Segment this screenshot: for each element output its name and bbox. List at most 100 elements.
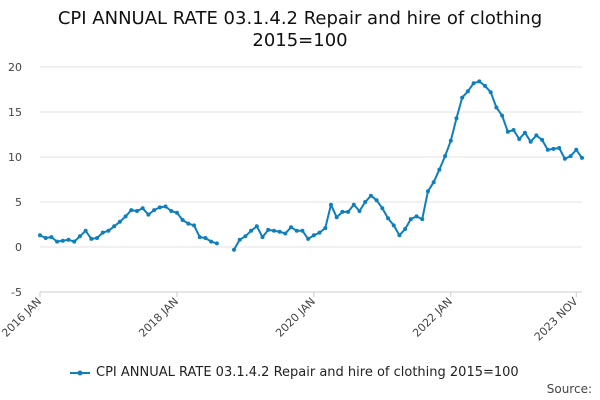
data-point (243, 234, 248, 239)
data-point (266, 227, 271, 232)
data-point (346, 209, 351, 214)
x-tick-label: 2023 NOV (532, 295, 581, 344)
data-point (306, 236, 311, 241)
data-point (271, 228, 276, 233)
data-point (197, 235, 202, 240)
data-point (174, 210, 179, 215)
data-point (254, 224, 259, 229)
data-point (443, 154, 448, 159)
data-point (562, 156, 567, 161)
data-point (294, 228, 299, 233)
y-tick-label: -5 (11, 286, 22, 299)
x-tick-label: 2022 JAN (410, 295, 455, 340)
data-point (431, 180, 436, 185)
data-point (95, 236, 100, 240)
data-point (511, 128, 516, 132)
data-point (420, 217, 425, 222)
data-point (146, 212, 151, 217)
data-point (112, 224, 117, 229)
data-point (368, 193, 373, 198)
data-point (483, 83, 488, 88)
data-point (180, 218, 185, 222)
data-point (55, 239, 60, 244)
data-point (397, 233, 402, 238)
data-point (260, 235, 265, 240)
data-point (380, 206, 385, 211)
data-point (328, 202, 333, 207)
data-point (403, 227, 408, 231)
data-point (106, 228, 111, 233)
chart-title-line2: 2015=100 (252, 30, 348, 51)
data-point (123, 214, 128, 219)
data-point (140, 206, 145, 211)
data-point (89, 236, 94, 241)
data-point (100, 230, 105, 235)
data-point (351, 202, 356, 207)
data-point (545, 147, 550, 152)
data-point (425, 189, 430, 194)
data-point (117, 219, 122, 224)
data-point (500, 113, 505, 118)
y-tick-label: 5 (15, 196, 22, 209)
data-point (437, 167, 442, 172)
data-point (129, 208, 134, 213)
data-point (386, 216, 391, 221)
data-point (522, 130, 527, 135)
data-point (557, 146, 562, 150)
data-point (340, 209, 345, 214)
data-point (152, 208, 157, 213)
data-point (374, 198, 379, 203)
data-point (311, 233, 316, 238)
data-point (283, 231, 288, 236)
data-point (186, 221, 191, 226)
data-point (289, 225, 294, 230)
data-point (72, 239, 77, 244)
data-point (540, 137, 545, 142)
series-line (39, 80, 583, 251)
data-point (192, 223, 197, 228)
data-point (134, 209, 139, 213)
data-point (203, 236, 208, 240)
data-point (568, 154, 573, 159)
data-point (249, 228, 254, 233)
data-point (534, 133, 539, 138)
data-point (214, 241, 219, 246)
x-tick-label: 2018 JAN (136, 295, 181, 340)
data-point (528, 139, 533, 144)
data-point (551, 146, 556, 151)
source-label: Source: (546, 382, 592, 396)
legend-swatch-icon (70, 370, 90, 375)
x-tick-label: 2016 JAN (0, 295, 44, 340)
data-point (163, 204, 168, 209)
data-point (505, 129, 510, 134)
data-point (460, 95, 465, 100)
data-point (60, 238, 65, 243)
legend[interactable]: CPI ANNUAL RATE 03.1.4.2 Repair and hire… (70, 365, 519, 380)
y-tick-label: 15 (8, 106, 22, 119)
data-point (317, 230, 322, 235)
data-point (300, 228, 305, 233)
data-point (38, 233, 42, 238)
data-point (231, 247, 236, 252)
data-point (408, 217, 413, 222)
data-point (49, 235, 54, 240)
grid-layer (40, 66, 582, 293)
y-tick-label: 0 (15, 241, 22, 254)
data-point (77, 234, 82, 239)
x-tick-label: 2020 JAN (273, 295, 318, 340)
data-point (574, 147, 579, 152)
data-point (66, 237, 71, 242)
data-point (448, 138, 453, 143)
data-point (471, 81, 476, 86)
data-point (465, 89, 470, 94)
data-point (209, 239, 214, 244)
data-point (43, 236, 48, 240)
data-point (237, 237, 242, 242)
data-point (494, 105, 499, 110)
data-point (414, 214, 419, 219)
data-point (83, 228, 88, 233)
data-point (454, 116, 459, 121)
y-tick-label: 10 (8, 151, 22, 164)
data-point (334, 215, 339, 220)
